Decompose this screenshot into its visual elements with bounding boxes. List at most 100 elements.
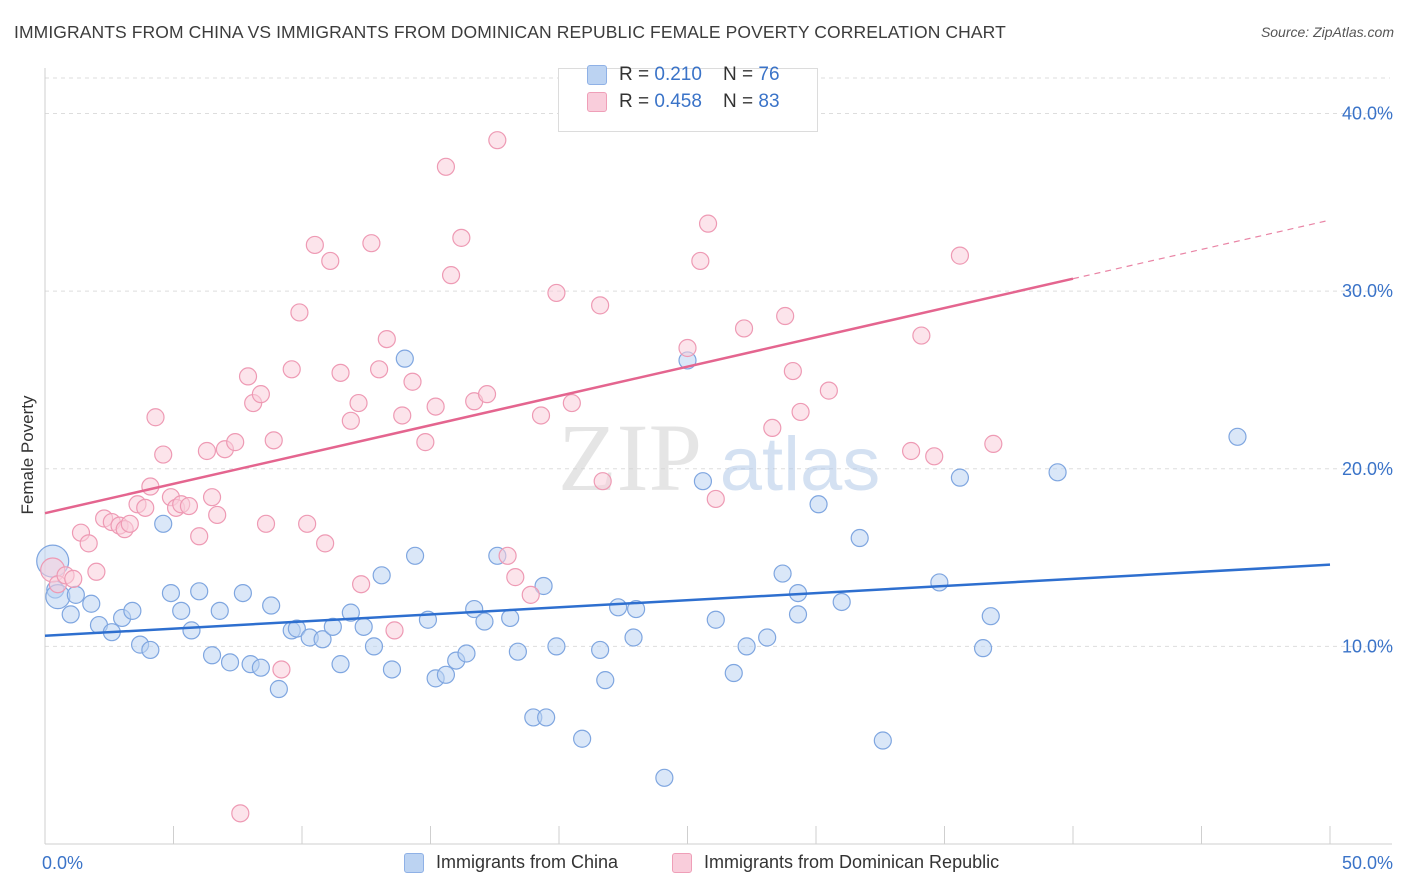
china-point bbox=[61, 605, 80, 624]
dominican-point bbox=[64, 569, 83, 588]
china-point bbox=[626, 599, 646, 619]
dominican-point bbox=[305, 235, 324, 255]
china-point bbox=[737, 637, 756, 656]
china-point bbox=[372, 566, 391, 585]
china-r-label: R = bbox=[619, 64, 655, 85]
china-point bbox=[706, 610, 725, 629]
china-point bbox=[405, 546, 425, 565]
dominican-point bbox=[197, 441, 217, 461]
china-point bbox=[534, 576, 553, 596]
dominican-point bbox=[321, 251, 340, 271]
dominican-point bbox=[256, 514, 276, 533]
dominican-point bbox=[154, 445, 173, 464]
dominican-point bbox=[352, 575, 371, 594]
grid-lines bbox=[45, 77, 1390, 647]
dominican-point bbox=[349, 393, 368, 413]
dominican-point bbox=[783, 361, 802, 381]
chart-title: IMMIGRANTS FROM CHINA VS IMMIGRANTS FROM… bbox=[14, 22, 1006, 42]
china-point bbox=[323, 617, 342, 636]
china-point bbox=[182, 621, 201, 640]
china-point bbox=[973, 639, 993, 658]
dominican-point bbox=[441, 266, 461, 285]
china-swatch bbox=[587, 65, 607, 85]
china-point bbox=[724, 663, 743, 683]
stats-legend: R = 0.210 N = 76 R = 0.458 N = 83 bbox=[558, 64, 818, 132]
china-point bbox=[609, 598, 628, 617]
dominican-point bbox=[87, 562, 106, 581]
china-point bbox=[508, 642, 527, 661]
dominican-point bbox=[190, 527, 209, 546]
dominican-point bbox=[282, 360, 301, 379]
dominican-point bbox=[146, 408, 165, 427]
legend-item-dominican[interactable]: Immigrants from Dominican Republic bbox=[672, 852, 999, 873]
china-point bbox=[655, 768, 674, 787]
china-point bbox=[202, 646, 222, 665]
dominican-point bbox=[763, 418, 782, 438]
china-n-label: N = bbox=[723, 64, 759, 85]
china-point bbox=[624, 628, 643, 647]
dominican-point bbox=[393, 406, 412, 425]
china-point bbox=[172, 601, 191, 620]
dominican-point bbox=[79, 534, 98, 553]
china-point bbox=[66, 585, 85, 604]
watermark-atlas: atlas bbox=[720, 422, 881, 507]
china-point bbox=[364, 637, 384, 656]
china-point bbox=[220, 653, 240, 672]
dominican-point bbox=[698, 214, 718, 233]
tick-labels: 10.0% 20.0% 30.0% 40.0% 0.0% 50.0% bbox=[42, 104, 1393, 873]
china-point bbox=[161, 583, 181, 603]
dominican-point bbox=[452, 228, 471, 247]
y-tick-label: 30.0% bbox=[1342, 281, 1393, 301]
china-point bbox=[313, 630, 332, 649]
dominican-point bbox=[416, 433, 435, 452]
china-r-value: 0.210 bbox=[654, 64, 702, 85]
dominican-point bbox=[331, 363, 350, 382]
source-label: Source: ZipAtlas.com bbox=[1260, 24, 1394, 40]
china-point bbox=[210, 601, 229, 620]
dominican-point bbox=[316, 534, 335, 553]
legend-swatch-dominican bbox=[672, 852, 692, 873]
dominican-r-value: 0.458 bbox=[654, 91, 702, 112]
china-point bbox=[809, 495, 828, 514]
y-tick-label: 10.0% bbox=[1342, 636, 1393, 656]
x-tick-label-right: 50.0% bbox=[1342, 853, 1393, 873]
bottom-legend: Immigrants from China Immigrants from Do… bbox=[0, 852, 1406, 878]
china-point bbox=[382, 660, 402, 679]
dominican-n-label: N = bbox=[723, 91, 759, 112]
dominican-n-value: 83 bbox=[758, 91, 780, 112]
dominican-point bbox=[950, 246, 970, 265]
china-point bbox=[190, 582, 209, 601]
dominican-point bbox=[562, 393, 581, 413]
china-point bbox=[154, 514, 173, 533]
axes bbox=[44, 68, 1392, 845]
dominican-point bbox=[593, 472, 612, 491]
dominican-point bbox=[226, 433, 245, 452]
dominican-point bbox=[819, 381, 838, 400]
china-point bbox=[832, 592, 851, 612]
china-point bbox=[501, 608, 520, 628]
dominican-point bbox=[385, 621, 404, 640]
dominican-point bbox=[776, 306, 795, 326]
dominican-point bbox=[362, 234, 381, 253]
dominican-point bbox=[488, 131, 507, 150]
china-point bbox=[341, 603, 360, 622]
dominican-point bbox=[678, 338, 697, 358]
dominican-point bbox=[272, 660, 291, 679]
dominican-point bbox=[377, 330, 396, 349]
china-point bbox=[981, 607, 1000, 626]
dominican-point bbox=[120, 514, 139, 533]
china-point bbox=[269, 679, 288, 699]
china-point bbox=[596, 671, 615, 690]
dominican-point bbox=[477, 385, 497, 404]
dominican-point bbox=[901, 441, 921, 461]
dominican-point bbox=[506, 568, 525, 587]
dominican-point bbox=[426, 397, 445, 416]
dominican-point bbox=[734, 319, 754, 338]
dominican-point bbox=[498, 546, 517, 565]
china-point bbox=[537, 708, 556, 727]
legend-item-china[interactable]: Immigrants from China bbox=[404, 852, 618, 873]
dominican-point bbox=[202, 488, 222, 507]
dominican-point bbox=[136, 498, 155, 517]
y-axis-label: Female Poverty bbox=[18, 395, 37, 515]
